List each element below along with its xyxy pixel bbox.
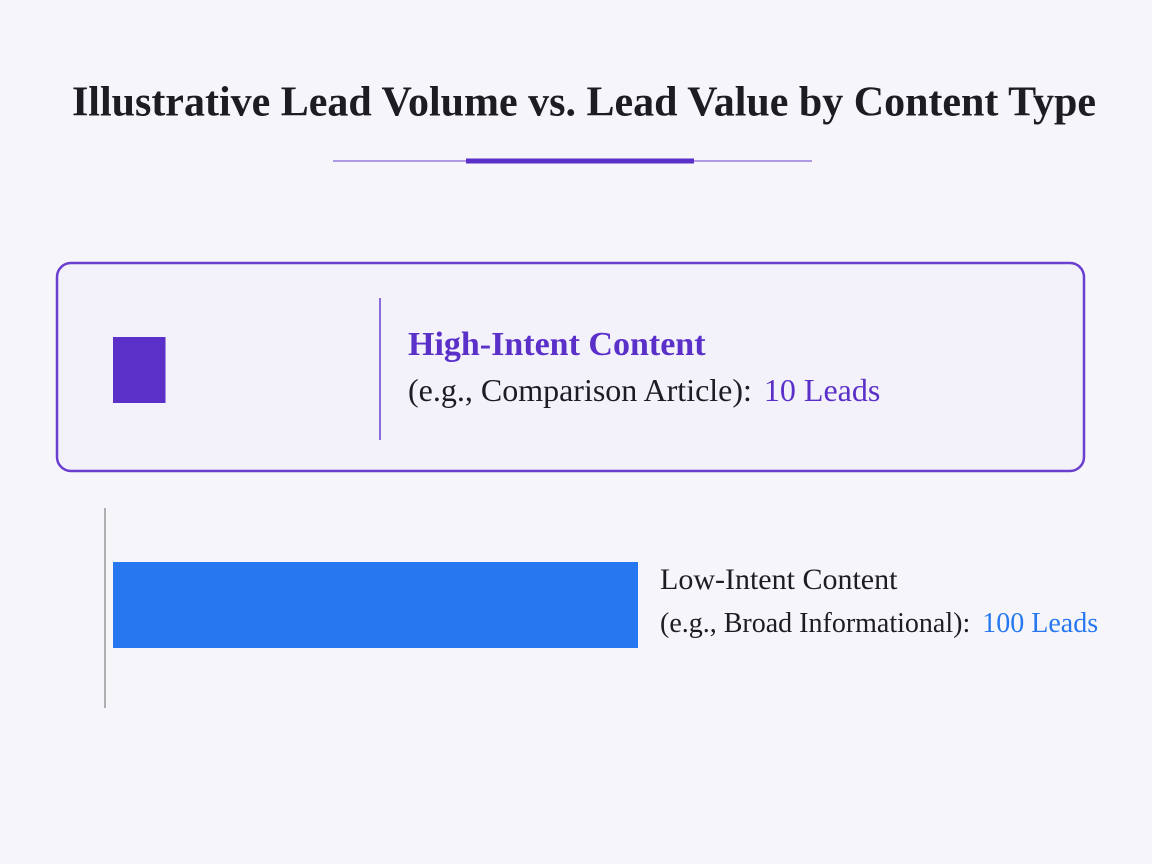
category-label: Low-Intent Content — [660, 563, 898, 596]
bar — [113, 337, 166, 403]
chart-title: Illustrative Lead Volume vs. Lead Value … — [72, 80, 1096, 126]
note-text: (e.g., Comparison Article): — [408, 372, 752, 408]
highlight-box — [55, 261, 1086, 473]
category-label: High-Intent Content — [408, 326, 706, 363]
value-label: 100 Leads — [982, 608, 1098, 639]
value-label: 10 Leads — [764, 372, 880, 408]
category-note: (e.g., Broad Informational): 100 Leads — [660, 608, 1098, 639]
category-note: (e.g., Comparison Article): 10 Leads — [408, 372, 880, 408]
bar — [113, 562, 638, 648]
note-text: (e.g., Broad Informational): — [660, 608, 970, 639]
